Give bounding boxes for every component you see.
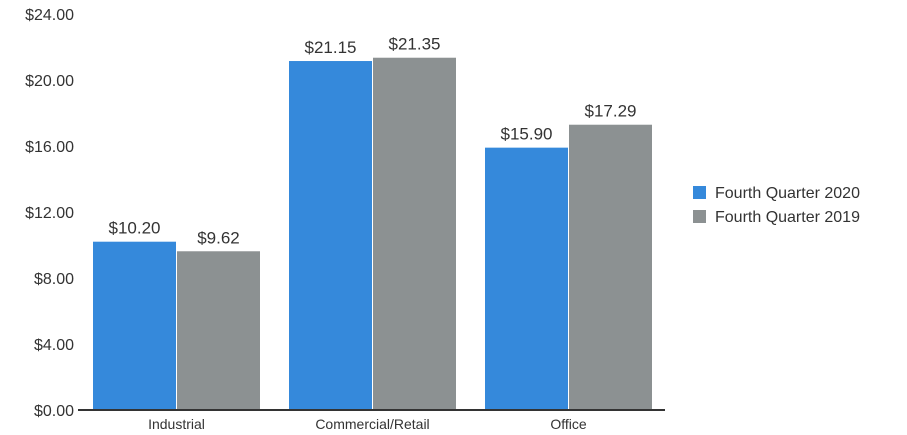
bar-series-1-0 bbox=[93, 241, 176, 410]
data-label: $17.29 bbox=[585, 102, 637, 121]
data-labels: $10.20 $9.62 $21.15 $21.35 $15.90 $17.29 bbox=[109, 35, 637, 248]
bar-series-2-2 bbox=[569, 124, 652, 410]
y-tick-label: $20.00 bbox=[25, 73, 74, 90]
legend: Fourth Quarter 2020 Fourth Quarter 2019 bbox=[693, 185, 860, 226]
data-label: $21.35 bbox=[389, 35, 441, 54]
bar-series-2-1 bbox=[373, 57, 456, 410]
legend-label: Fourth Quarter 2019 bbox=[715, 209, 860, 226]
y-tick-label: $24.00 bbox=[25, 7, 74, 24]
bar-series-1-2 bbox=[485, 147, 568, 410]
y-tick-label: $16.00 bbox=[25, 139, 74, 156]
bar-series-2-0 bbox=[177, 251, 260, 410]
bars bbox=[93, 57, 652, 411]
y-axis: $0.00 $4.00 $8.00 $12.00 $16.00 $20.00 $24.00 bbox=[25, 7, 74, 420]
y-tick-label: $8.00 bbox=[34, 271, 74, 288]
data-label: $21.15 bbox=[305, 38, 357, 57]
x-tick-label: Industrial bbox=[148, 416, 205, 432]
legend-swatch bbox=[693, 186, 706, 199]
y-tick-label: $4.00 bbox=[34, 337, 74, 354]
data-label: $9.62 bbox=[197, 228, 240, 247]
legend-label: Fourth Quarter 2020 bbox=[715, 185, 860, 202]
y-tick-label: $12.00 bbox=[25, 205, 74, 222]
x-tick-label: Office bbox=[550, 416, 587, 432]
data-label: $10.20 bbox=[109, 219, 161, 238]
data-label: $15.90 bbox=[501, 125, 553, 144]
legend-swatch bbox=[693, 210, 706, 223]
x-tick-label: Commercial/Retail bbox=[315, 416, 429, 432]
x-axis: Industrial Commercial/Retail Office bbox=[148, 416, 587, 432]
bar-series-1-1 bbox=[289, 61, 372, 411]
y-tick-label: $0.00 bbox=[34, 403, 74, 420]
